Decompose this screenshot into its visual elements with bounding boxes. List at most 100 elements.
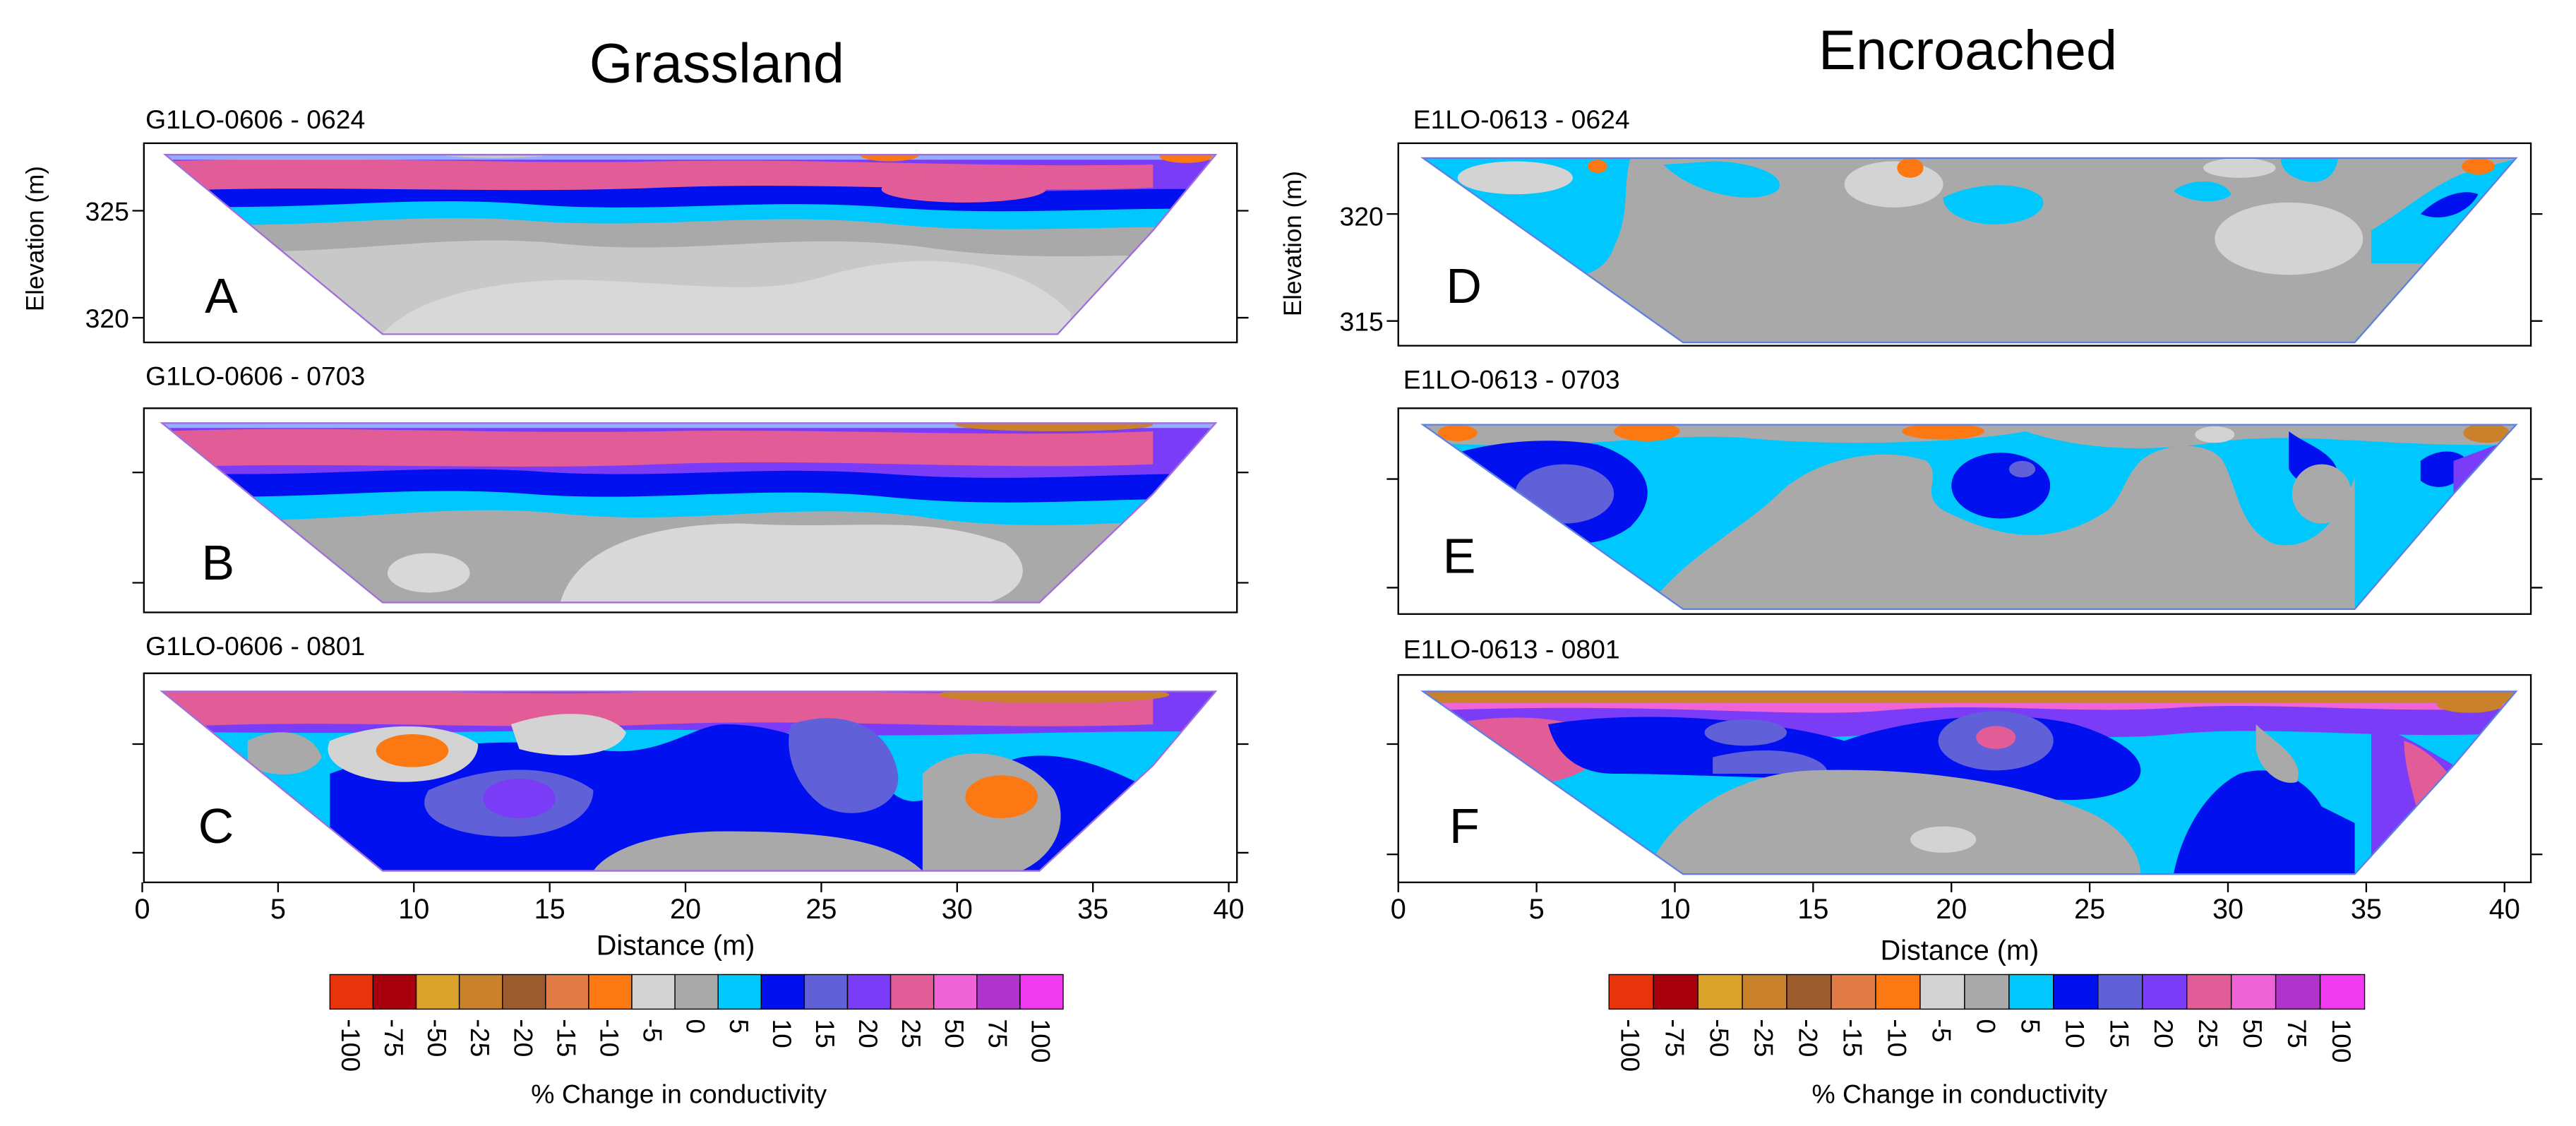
colorbar-tick-label: -100 bbox=[1616, 1019, 1646, 1072]
colorbar-tick-label: 5 bbox=[724, 1019, 754, 1034]
colorbar-swatch bbox=[458, 974, 503, 1010]
x-tick-label: 0 bbox=[1391, 894, 1406, 925]
colorbar-tick-label: 100 bbox=[1026, 1019, 1055, 1062]
x-axis-grassland: 0 5 10 15 20 25 30 35 40 bbox=[134, 882, 1245, 925]
contour-fill bbox=[165, 155, 1216, 335]
x-axis-label: Distance (m) bbox=[1881, 935, 2039, 966]
plot-frame bbox=[1397, 142, 2532, 347]
colorbar-tick-label: -10 bbox=[1882, 1019, 1912, 1057]
colorbar-swatch bbox=[1964, 974, 2010, 1010]
colorbar-swatch bbox=[329, 974, 374, 1010]
panel-d: E1LO-0613 - 0624 D Elevation (m) 320 315 bbox=[1279, 104, 2543, 347]
colorbar-tick-label: 50 bbox=[940, 1019, 969, 1048]
colorbar-tick-label: 25 bbox=[897, 1019, 926, 1048]
colorbar-swatch bbox=[2053, 974, 2099, 1010]
colorbar-swatch bbox=[1742, 974, 1787, 1010]
colorbar-tick-label: 15 bbox=[2104, 1019, 2134, 1048]
colorbar-tick-label: 20 bbox=[2149, 1019, 2179, 1048]
colorbar-tick-label: -75 bbox=[1660, 1019, 1690, 1057]
x-tick-label: 40 bbox=[1214, 894, 1245, 925]
colorbar-swatch bbox=[2008, 974, 2054, 1010]
panel-e: E1LO-0613 - 0703 E bbox=[1386, 364, 2543, 615]
column-title-encroached: Encroached bbox=[1819, 18, 2117, 81]
colorbar-swatch bbox=[976, 974, 1021, 1010]
x-tick-label: 10 bbox=[1659, 894, 1690, 925]
colorbar-tick-label: 50 bbox=[2238, 1019, 2268, 1048]
colorbar-tick-label: 15 bbox=[810, 1019, 840, 1048]
colorbar-swatch bbox=[1875, 974, 1921, 1010]
x-tick-label: 30 bbox=[942, 894, 973, 925]
x-tick-label: 15 bbox=[1797, 894, 1828, 925]
panel-letter: F bbox=[1449, 798, 1480, 854]
colorbar-tick-label: -100 bbox=[336, 1019, 366, 1072]
colorbar-swatch bbox=[1786, 974, 1832, 1010]
colorbar-swatch bbox=[717, 974, 762, 1010]
panel-c: G1LO-0606 - 0801 C bbox=[132, 631, 1249, 884]
x-axis-label: Distance (m) bbox=[597, 930, 755, 961]
x-tick-label: 35 bbox=[1077, 894, 1108, 925]
colorbar-tick-label: -15 bbox=[1838, 1019, 1868, 1057]
colorbar-tick-label: -5 bbox=[638, 1019, 668, 1042]
colorbar-swatch bbox=[2275, 974, 2321, 1010]
colorbar-tick-label: 20 bbox=[853, 1019, 883, 1048]
colorbar-swatch bbox=[2186, 974, 2232, 1010]
colorbar-tick-label: -50 bbox=[1705, 1019, 1735, 1057]
colorbar-swatch bbox=[631, 974, 676, 1010]
colorbar-swatch bbox=[372, 974, 417, 1010]
panel-title: E1LO-0613 - 0703 bbox=[1403, 364, 1620, 394]
colorbar-swatch bbox=[889, 974, 935, 1010]
panel-letter: A bbox=[205, 268, 238, 323]
y-axis-label: Elevation (m) bbox=[22, 166, 49, 311]
panel-letter: B bbox=[201, 535, 234, 590]
x-tick-label: 15 bbox=[534, 894, 565, 925]
panel-title: G1LO-0606 - 0703 bbox=[145, 361, 365, 391]
plot-frame bbox=[143, 142, 1238, 344]
contour-fill bbox=[1422, 157, 2517, 343]
x-axis-encroached: 0 5 10 15 20 25 30 35 40 bbox=[1391, 882, 2520, 925]
contour-fill bbox=[162, 423, 1216, 603]
colorbar-tick-label: 5 bbox=[2015, 1019, 2045, 1034]
x-tick-label: 20 bbox=[1936, 894, 1967, 925]
colorbar-label: % Change in conductivity bbox=[1812, 1079, 2108, 1108]
panel-title: E1LO-0613 - 0624 bbox=[1413, 104, 1630, 134]
colorbar-swatch bbox=[760, 974, 805, 1010]
colorbar-tick-label: 100 bbox=[2327, 1019, 2356, 1062]
panel-f: E1LO-0613 - 0801 F bbox=[1386, 635, 2543, 884]
colorbar-swatch bbox=[2097, 974, 2143, 1010]
colorbar-tick-label: -50 bbox=[422, 1019, 452, 1057]
colorbar-swatch bbox=[846, 974, 892, 1010]
colorbar-tick-label: -20 bbox=[1794, 1019, 1823, 1057]
colorbar-tick-label: -75 bbox=[379, 1019, 409, 1057]
colorbar-tick-label: 10 bbox=[2060, 1019, 2090, 1048]
colorbar-tick-label: 25 bbox=[2193, 1019, 2223, 1048]
colorbar-tick-label: 10 bbox=[767, 1019, 797, 1048]
colorbar-swatch bbox=[2142, 974, 2188, 1010]
y-tick-label: 315 bbox=[1340, 307, 1384, 337]
x-tick-label: 10 bbox=[398, 894, 429, 925]
contour-fill bbox=[162, 691, 1216, 871]
section-outline bbox=[162, 154, 1218, 335]
panel-title: G1LO-0606 - 0801 bbox=[145, 631, 365, 661]
x-tick-label: 5 bbox=[270, 894, 286, 925]
colorbar-tick-label: 0 bbox=[681, 1019, 711, 1034]
panel-a: G1LO-0606 - 0624 A Elevation (m) 325 320 bbox=[22, 104, 1249, 344]
x-tick-label: 25 bbox=[2074, 894, 2105, 925]
x-tick-label: 5 bbox=[1529, 894, 1545, 925]
colorbar-tick-label: -20 bbox=[508, 1019, 538, 1057]
colorbar-tick-label: -15 bbox=[551, 1019, 581, 1057]
plot-frame bbox=[1397, 673, 2532, 884]
panel-letter: E bbox=[1443, 528, 1476, 583]
x-tick-label: 35 bbox=[2351, 894, 2382, 925]
colorbar-swatch bbox=[2319, 974, 2366, 1010]
plot-frame bbox=[1397, 407, 2532, 615]
x-tick-label: 30 bbox=[2212, 894, 2243, 925]
colorbar-swatch bbox=[545, 974, 589, 1010]
colorbar-label: % Change in conductivity bbox=[531, 1079, 827, 1108]
colorbar-tick-label: 75 bbox=[983, 1019, 1012, 1048]
colorbar-tick-label: 0 bbox=[1971, 1019, 2001, 1034]
colorbar-swatch bbox=[415, 974, 460, 1010]
colorbar-encroached: -100 -75 -50 -25 -20 -15 -10 -5 0 5 10 15 20 25 50 75 10… bbox=[1608, 974, 2366, 1072]
x-tick-label: 20 bbox=[670, 894, 701, 925]
plot-frame bbox=[143, 672, 1238, 884]
y-axis-label: Elevation (m) bbox=[1279, 171, 1307, 316]
